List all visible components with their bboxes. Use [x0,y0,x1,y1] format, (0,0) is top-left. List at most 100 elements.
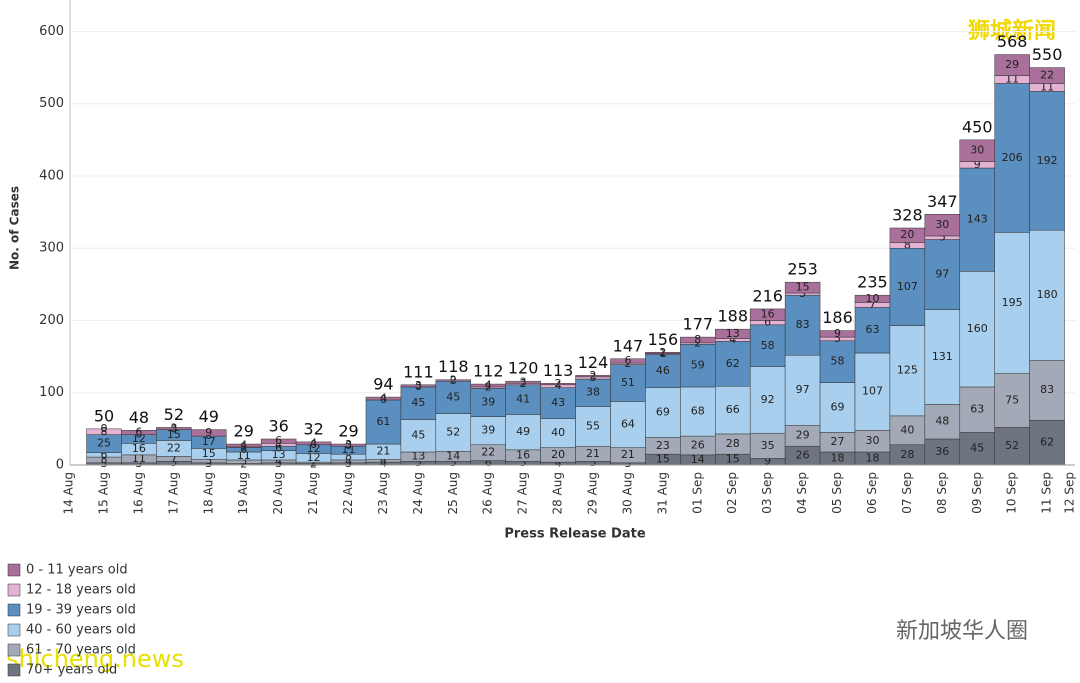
data-label: 52 [1005,439,1019,452]
y-tick-label: 0 [56,458,64,473]
total-label: 52 [164,405,184,424]
total-label: 147 [613,336,644,355]
data-label: 39 [481,424,495,437]
data-label: 5 [939,231,946,244]
data-label: 9 [834,327,841,340]
data-label: 9 [764,455,771,468]
data-label: 35 [761,439,775,452]
data-label: 6 [764,316,771,329]
data-label: 43 [551,396,565,409]
data-label: 15 [726,453,740,466]
x-tick-label: 04 Sep [795,472,809,514]
total-label: 253 [787,260,818,279]
data-label: 2 [450,373,457,386]
data-label: 58 [761,339,775,352]
bar-segment [1029,229,1065,361]
data-label: 8 [101,453,108,466]
data-label: 23 [656,439,670,452]
total-label: 328 [892,205,923,224]
data-label: 8 [694,333,701,346]
x-tick-label: 14 Aug [62,472,76,515]
x-tick-label: 22 Aug [341,472,355,515]
legend-label: 19 - 39 years old [26,603,136,618]
data-label: 8 [345,450,352,463]
data-label: 39 [481,395,495,408]
bar-segment [260,438,297,444]
total-label: 347 [927,192,958,211]
x-tick-label: 15 Aug [97,472,111,515]
data-label: 27 [831,435,845,448]
data-label: 6 [240,443,247,456]
data-label: 14 [691,453,705,466]
data-label: 29 [796,429,810,442]
x-tick-label: 20 Aug [271,472,285,515]
data-label: 9 [974,158,981,171]
data-label: 8 [101,425,108,438]
legend-swatch [7,603,21,617]
data-label: 62 [726,357,740,370]
total-label: 156 [648,330,679,349]
total-label: 48 [129,408,149,427]
y-axis-title: No. of Cases [8,186,22,270]
y-tick-label: 100 [39,385,64,400]
data-label: 6 [275,441,282,454]
bar-segment [1029,359,1065,421]
x-tick-label: 10 Sep [1005,472,1019,514]
data-label: 64 [621,418,635,431]
legend-label: 0 - 11 years old [26,563,128,578]
data-label: 7 [170,452,177,465]
legend-swatch [7,583,21,597]
bar-segment [1029,67,1065,84]
data-label: 2 [659,346,666,359]
bar-segment [784,294,821,356]
total-label: 113 [543,361,574,380]
x-tick-label: 21 Aug [306,472,320,515]
data-label: 0 [101,422,108,435]
x-tick-label: 03 Sep [760,472,774,514]
data-label: 3 [170,422,177,435]
bar-segment [924,239,961,310]
data-label: 18 [865,451,879,464]
bar-segment [610,401,646,448]
data-label: 18 [831,451,845,464]
data-label: 2 [590,369,597,382]
total-label: 216 [752,286,783,305]
data-label: 15 [656,453,670,466]
x-tick-label: 08 Sep [935,472,949,514]
data-label: 160 [967,322,988,335]
data-label: 22 [481,446,495,459]
bar-segment [645,387,681,438]
data-label: 28 [726,437,740,450]
data-label: 15 [796,281,810,294]
data-label: 36 [935,445,949,458]
data-label: 46 [656,364,670,377]
x-tick-label: 25 Aug [446,472,460,515]
data-label: 97 [935,268,949,281]
bar-segment [365,399,402,445]
data-label: 4 [310,436,317,449]
x-tick-label: 27 Aug [516,472,530,515]
total-label: 112 [473,362,504,381]
total-label: 32 [303,419,323,438]
total-label: 235 [857,273,888,292]
bar-segment [924,404,961,440]
data-label: 40 [900,423,914,436]
data-label: 5 [415,456,422,469]
data-label: 107 [897,280,918,293]
data-label: 4 [380,454,387,467]
legend-label: 61 - 70 years old [26,643,136,658]
data-label: 55 [586,419,600,432]
total-label: 177 [683,315,714,334]
x-tick-label: 17 Aug [166,472,180,515]
data-label: 180 [1037,288,1058,301]
data-label: 16 [761,308,775,321]
data-label: 49 [516,425,530,438]
x-tick-label: 06 Sep [865,472,879,514]
total-label: 550 [1032,45,1063,64]
data-label: 2 [555,377,562,390]
legend-swatch [7,643,21,657]
data-label: 3 [520,375,527,388]
data-label: 206 [1002,151,1023,164]
y-tick-label: 600 [39,24,64,39]
data-label: 4 [275,438,282,451]
